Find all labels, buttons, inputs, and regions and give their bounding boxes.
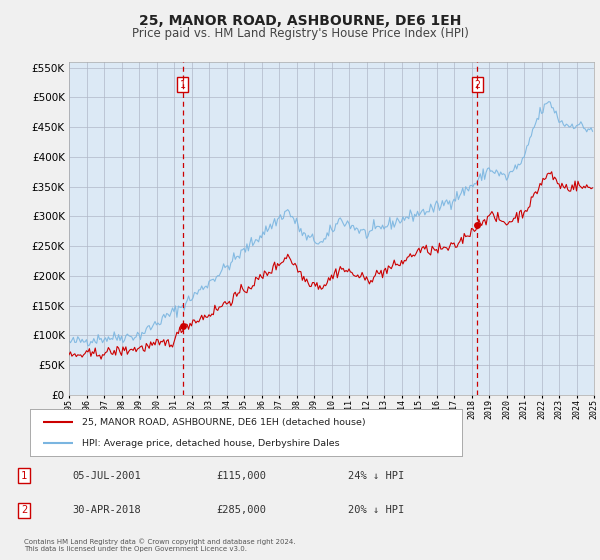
Text: £115,000: £115,000 (216, 470, 266, 480)
Text: 2: 2 (475, 80, 480, 90)
Text: 24% ↓ HPI: 24% ↓ HPI (348, 470, 404, 480)
Text: 25, MANOR ROAD, ASHBOURNE, DE6 1EH: 25, MANOR ROAD, ASHBOURNE, DE6 1EH (139, 14, 461, 28)
Text: HPI: Average price, detached house, Derbyshire Dales: HPI: Average price, detached house, Derb… (82, 438, 340, 447)
Text: £285,000: £285,000 (216, 505, 266, 515)
Text: 1: 1 (180, 80, 185, 90)
Text: 1: 1 (21, 470, 27, 480)
Text: 2: 2 (21, 505, 27, 515)
Text: 25, MANOR ROAD, ASHBOURNE, DE6 1EH (detached house): 25, MANOR ROAD, ASHBOURNE, DE6 1EH (deta… (82, 418, 365, 427)
Text: 05-JUL-2001: 05-JUL-2001 (72, 470, 141, 480)
Text: 20% ↓ HPI: 20% ↓ HPI (348, 505, 404, 515)
Text: 30-APR-2018: 30-APR-2018 (72, 505, 141, 515)
Text: Contains HM Land Registry data © Crown copyright and database right 2024.
This d: Contains HM Land Registry data © Crown c… (24, 539, 296, 552)
Text: Price paid vs. HM Land Registry's House Price Index (HPI): Price paid vs. HM Land Registry's House … (131, 27, 469, 40)
